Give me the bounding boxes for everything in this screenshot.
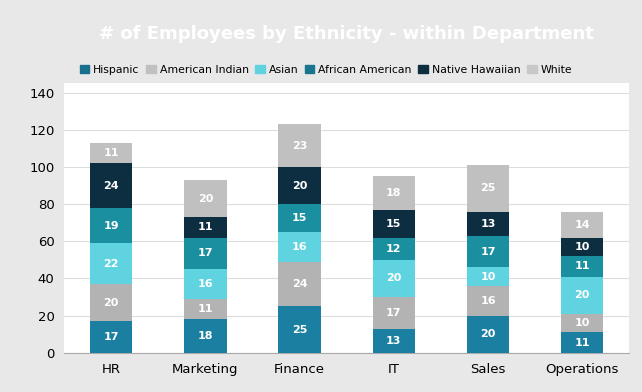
Text: 11: 11 (575, 338, 590, 348)
Bar (90, 284, 132, 321)
Text: 14: 14 (575, 220, 590, 230)
Bar (467, 212, 509, 236)
Text: 20: 20 (575, 290, 590, 300)
Text: 10: 10 (575, 242, 590, 252)
Text: 19: 19 (103, 221, 119, 230)
Text: 23: 23 (292, 141, 308, 151)
Text: 10: 10 (480, 272, 496, 281)
Bar (279, 124, 321, 167)
Text: 11: 11 (575, 261, 590, 271)
Legend: Hispanic, American Indian, Asian, African American, Native Hawaiian, White: Hispanic, American Indian, Asian, Africa… (75, 60, 577, 79)
Text: 12: 12 (386, 244, 401, 254)
Bar (561, 277, 603, 314)
Bar (372, 238, 415, 260)
Text: 18: 18 (198, 331, 213, 341)
Bar (467, 286, 509, 316)
Bar (372, 260, 415, 297)
Text: 20: 20 (103, 298, 119, 308)
Bar (90, 321, 132, 353)
Text: 16: 16 (291, 242, 308, 252)
Bar (467, 165, 509, 212)
Text: 15: 15 (292, 213, 308, 223)
Text: 13: 13 (386, 336, 401, 346)
Text: 16: 16 (198, 279, 213, 289)
Bar (467, 316, 509, 353)
Bar (561, 314, 603, 332)
Bar (561, 332, 603, 353)
Bar (90, 143, 132, 163)
Bar (279, 232, 321, 262)
Text: 20: 20 (386, 274, 401, 283)
Text: 15: 15 (386, 219, 401, 229)
Bar (372, 176, 415, 210)
Bar (467, 267, 509, 286)
Bar (279, 262, 321, 307)
Text: 24: 24 (291, 279, 308, 289)
Bar (561, 238, 603, 256)
Text: 20: 20 (292, 181, 308, 191)
Bar (561, 212, 603, 238)
Bar (561, 256, 603, 277)
Bar (184, 269, 227, 299)
Text: 11: 11 (198, 222, 213, 232)
Text: 17: 17 (480, 247, 496, 256)
Text: 11: 11 (103, 148, 119, 158)
Bar (184, 299, 227, 319)
Text: 20: 20 (198, 194, 213, 203)
Bar (90, 163, 132, 208)
Text: 22: 22 (103, 259, 119, 269)
Bar (279, 167, 321, 204)
Bar (90, 208, 132, 243)
Text: 17: 17 (103, 332, 119, 342)
Text: 24: 24 (103, 181, 119, 191)
Text: 10: 10 (575, 318, 590, 328)
Bar (184, 238, 227, 269)
Bar (184, 180, 227, 217)
Text: 20: 20 (480, 329, 496, 339)
Text: 17: 17 (198, 249, 213, 258)
Text: 11: 11 (198, 304, 213, 314)
Bar (279, 204, 321, 232)
Bar (279, 307, 321, 353)
Bar (372, 297, 415, 328)
Text: 25: 25 (292, 325, 308, 335)
Bar (467, 236, 509, 267)
Bar (184, 217, 227, 238)
Bar (90, 243, 132, 284)
Text: 17: 17 (386, 308, 401, 318)
Text: 18: 18 (386, 188, 401, 198)
Bar (372, 328, 415, 353)
Text: # of Employees by Ethnicity - within Department: # of Employees by Ethnicity - within Dep… (100, 25, 594, 43)
Bar (372, 210, 415, 238)
Text: 25: 25 (480, 183, 496, 193)
Bar (184, 319, 227, 353)
Text: 16: 16 (480, 296, 496, 306)
Text: 13: 13 (480, 219, 496, 229)
